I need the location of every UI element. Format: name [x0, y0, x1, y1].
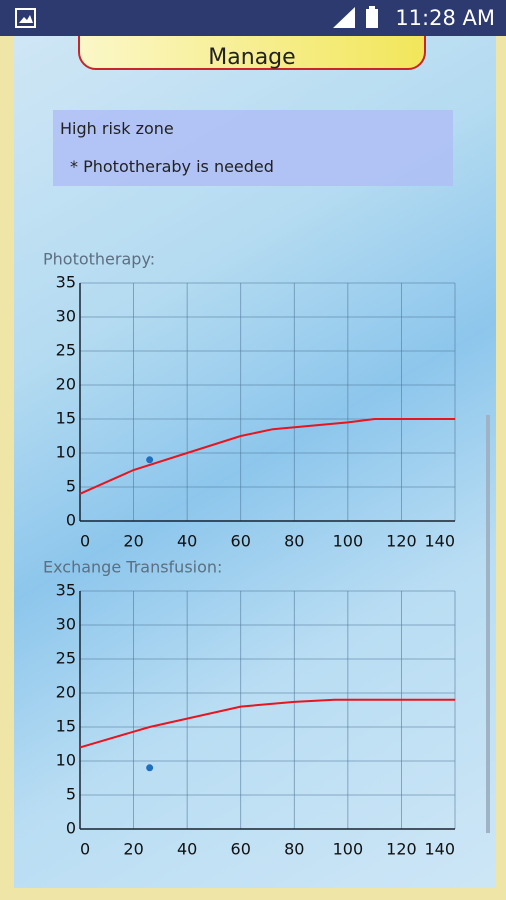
chart-title: Phototherapy: [43, 250, 155, 269]
y-tick-label: 20 [56, 683, 76, 702]
info-box: High risk zone * Phototheraby is needed [53, 110, 453, 186]
y-tick-label: 30 [56, 307, 76, 326]
curve [79, 418, 455, 495]
signal-icon [333, 7, 355, 28]
status-bar: 11:28 AM [0, 0, 506, 36]
y-tick-label: 10 [56, 751, 76, 770]
data-point [146, 456, 154, 464]
x-tick-label: 0 [80, 532, 90, 551]
y-tick-label: 5 [66, 477, 76, 496]
y-tick-label: 15 [56, 717, 76, 736]
x-tick-label: 80 [284, 840, 304, 859]
x-tick-label: 60 [231, 840, 251, 859]
chart-title: Exchange Transfusion: [43, 558, 222, 577]
x-tick-label: 0 [80, 840, 90, 859]
battery-tip [369, 6, 375, 10]
y-tick-label: 20 [56, 375, 76, 394]
y-tick-label: 25 [56, 649, 76, 668]
y-tick-label: 35 [56, 273, 76, 292]
x-tick-label: 80 [284, 532, 304, 551]
x-tick-label: 40 [177, 840, 197, 859]
x-tick-label: 40 [177, 532, 197, 551]
x-tick-label: 140 [424, 532, 455, 551]
x-tick-label: 140 [424, 840, 455, 859]
y-tick-label: 10 [56, 443, 76, 462]
battery-icon [366, 9, 378, 28]
x-tick-label: 60 [231, 532, 251, 551]
gallery-icon-shape [19, 15, 33, 23]
x-tick-label: 20 [123, 532, 143, 551]
x-tick-label: 100 [333, 840, 364, 859]
manage-button[interactable]: Manage [78, 36, 426, 70]
clock: 11:28 AM [395, 6, 495, 30]
content: Manage High risk zone * Phototheraby is … [14, 36, 496, 888]
y-tick-label: 15 [56, 409, 76, 428]
y-tick-label: 0 [66, 819, 76, 838]
curve [79, 698, 455, 749]
data-point [146, 764, 154, 772]
status-icons: 11:28 AM [15, 6, 495, 30]
y-tick-label: 35 [56, 581, 76, 600]
x-tick-label: 20 [123, 840, 143, 859]
y-tick-label: 0 [66, 511, 76, 530]
y-tick-label: 25 [56, 341, 76, 360]
x-tick-label: 100 [333, 532, 364, 551]
y-tick-label: 30 [56, 615, 76, 634]
zone-text: High risk zone [60, 119, 174, 138]
gallery-icon [15, 8, 36, 28]
scrollbar [486, 415, 490, 833]
x-tick-label: 120 [386, 532, 417, 551]
x-tick-label: 120 [386, 840, 417, 859]
note-text: * Phototheraby is needed [70, 157, 274, 176]
y-tick-label: 5 [66, 785, 76, 804]
